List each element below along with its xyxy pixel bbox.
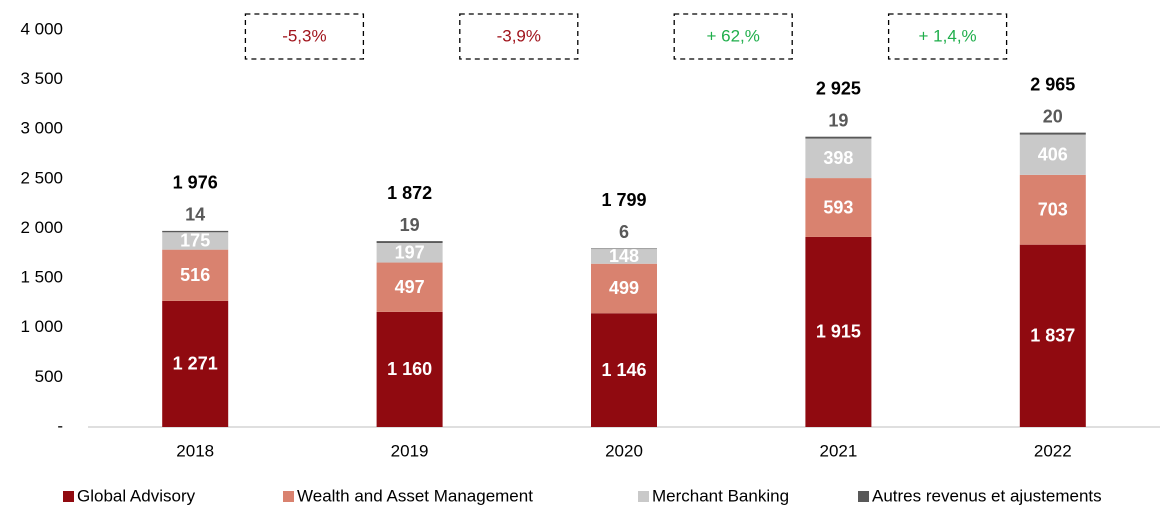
data-label: 593 (823, 197, 853, 217)
total-label: 2 965 (1030, 74, 1075, 94)
total-label: 1 872 (387, 183, 432, 203)
y-tick-label: 3 000 (20, 119, 63, 138)
data-label: 6 (619, 222, 629, 242)
bar-segment (376, 262, 443, 312)
legend-swatch (858, 491, 869, 502)
bar-segment (1019, 132, 1086, 135)
total-label: 1 976 (173, 173, 218, 193)
data-label: 499 (609, 278, 639, 298)
bar-segment (591, 249, 657, 264)
legend-swatch (63, 491, 74, 502)
y-tick-label: 3 500 (20, 69, 63, 88)
bar-segment (805, 136, 872, 139)
total-label: 2 925 (816, 78, 861, 98)
data-label: 1 837 (1030, 326, 1075, 346)
bar-segment (162, 232, 229, 250)
data-label: 1 271 (173, 354, 218, 374)
legend-label: Merchant Banking (652, 486, 789, 505)
x-tick-label: 2019 (391, 441, 429, 460)
legend-label: Autres revenus et ajustements (872, 486, 1102, 505)
data-label: 497 (395, 277, 425, 297)
bar-segment (591, 248, 657, 250)
y-tick-label: 1 500 (20, 268, 63, 287)
y-tick-label: 2 000 (20, 218, 63, 237)
annotation-box (887, 13, 1008, 60)
x-tick-label: 2022 (1034, 441, 1072, 460)
data-label: 19 (400, 215, 420, 235)
bar-segment (1019, 134, 1086, 175)
data-label: 14 (185, 205, 205, 225)
annotation: + 1,4,% (919, 26, 977, 45)
data-label: 516 (180, 265, 210, 285)
bar-segment (376, 241, 443, 243)
y-tick-label: 500 (35, 367, 63, 386)
bar-segment (805, 138, 872, 179)
bar-segment (162, 230, 229, 233)
bar-segment (1019, 174, 1086, 245)
annotation-box (459, 13, 579, 60)
bar-segment (162, 300, 229, 427)
bar-segment (591, 313, 657, 427)
y-tick-label: 4 000 (20, 19, 63, 38)
data-label: 20 (1043, 106, 1063, 126)
bar-segment (376, 242, 443, 263)
data-label: 1 146 (601, 360, 646, 380)
data-label: 1 160 (387, 359, 432, 379)
data-label: 398 (823, 148, 853, 168)
data-label: 19 (828, 110, 848, 130)
y-tick-label: 1 000 (20, 317, 63, 336)
annotation: -5,3% (282, 26, 326, 45)
data-label: 703 (1038, 200, 1068, 220)
annotation: -3,9% (497, 26, 541, 45)
data-label: 197 (395, 243, 425, 263)
bar-segment (162, 249, 229, 301)
legend-swatch (638, 491, 649, 502)
data-label: 148 (609, 246, 639, 266)
annotation-box (244, 13, 365, 60)
bar-segment (376, 311, 443, 427)
bar-segment (805, 178, 872, 237)
data-label: 406 (1038, 145, 1068, 165)
x-tick-label: 2018 (176, 441, 214, 460)
annotation: + 62,% (706, 26, 759, 45)
total-label: 1 799 (601, 190, 646, 210)
bar-segment (805, 236, 872, 427)
bar-segment (591, 263, 657, 314)
x-tick-label: 2021 (819, 441, 857, 460)
y-tick-label: - (57, 416, 63, 435)
data-label: 1 915 (816, 322, 861, 342)
annotation-box (673, 13, 793, 60)
data-label: 175 (180, 231, 210, 251)
legend-label: Wealth and Asset Management (297, 486, 533, 505)
bar-segment (1019, 244, 1086, 427)
x-tick-label: 2020 (605, 441, 643, 460)
legend-swatch (283, 491, 294, 502)
y-tick-label: 2 500 (20, 168, 63, 187)
legend-label: Global Advisory (77, 486, 196, 505)
